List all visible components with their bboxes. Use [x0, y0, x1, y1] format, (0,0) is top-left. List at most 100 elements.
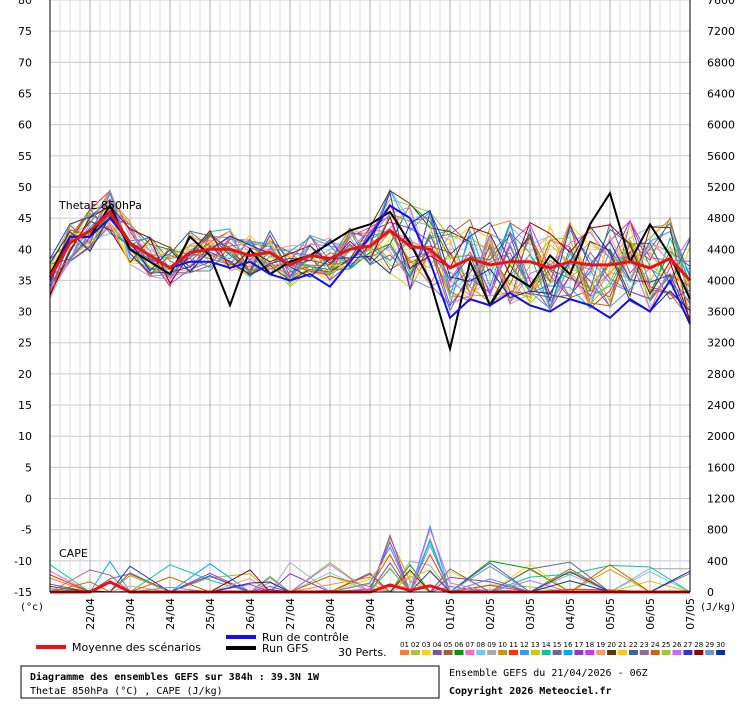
x-tick-label: 23/04 [124, 598, 137, 630]
x-tick-label: 26/04 [244, 598, 257, 630]
x-tick-label: 22/04 [84, 598, 97, 630]
right-tick-label: 4000 [707, 274, 735, 287]
right-tick-label: 6400 [707, 87, 735, 100]
pert-legend-number: 22 [629, 641, 638, 649]
left-tick-label: 55 [18, 150, 32, 163]
right-tick-label: 7600 [707, 0, 735, 7]
series-line [49, 190, 691, 353]
x-tick-label: 05/05 [604, 598, 617, 630]
left-tick-label: 75 [18, 25, 32, 38]
left-tick-label: 70 [18, 56, 32, 69]
pert-legend-swatch [650, 650, 660, 655]
left-tick-label: 10 [18, 430, 32, 443]
pert-legend-number: 27 [683, 641, 692, 649]
right-tick-label: 0 [707, 586, 714, 599]
x-tick-label: 27/04 [284, 598, 297, 630]
pert-legend-number: 14 [542, 641, 551, 649]
pert-legend-number: 05 [444, 641, 453, 649]
pert-legend-number: 11 [509, 641, 518, 649]
left-tick-label: -10 [14, 555, 32, 568]
panel-label-cape: CAPE [59, 547, 88, 560]
pert-legend-number: 13 [531, 641, 540, 649]
pert-legend-swatch [509, 650, 518, 655]
left-tick-label: 65 [18, 87, 32, 100]
right-tick-label: 400 [707, 555, 728, 568]
left-tick-label: 45 [18, 212, 32, 225]
x-tick-label: 30/04 [404, 598, 417, 630]
x-tick-label: 24/04 [164, 598, 177, 630]
footer-subtitle: ThetaE 850hPa (°C) , CAPE (J/kg) [30, 686, 223, 697]
right-tick-label: 2400 [707, 399, 735, 412]
footer-box [20, 665, 440, 699]
pert-legend-number: 20 [607, 641, 616, 649]
pert-legend-swatch [498, 650, 508, 655]
perturbation-line [49, 203, 691, 306]
pert-legend-swatch [607, 650, 617, 655]
pert-legend-number: 15 [553, 641, 562, 649]
pert-legend-number: 09 [487, 641, 496, 649]
pert-legend-swatch [410, 650, 420, 655]
right-tick-label: 6800 [707, 56, 735, 69]
pert-legend-number: 28 [694, 641, 703, 649]
pert-legend-swatch [639, 650, 649, 655]
pert-legend-number: 06 [455, 641, 464, 649]
pert-legend-number: 04 [433, 641, 442, 649]
pert-legend-swatch [716, 650, 726, 655]
pert-legend-number: 01 [400, 641, 409, 649]
right-tick-label: 5200 [707, 181, 735, 194]
legend-mean-label: Moyenne des scénarios [72, 641, 201, 654]
pert-legend-swatch [432, 650, 442, 655]
right-tick-label: 4800 [707, 212, 735, 225]
left-tick-label: 40 [18, 243, 32, 256]
pert-legend-number: 26 [673, 641, 682, 649]
right-tick-label: 6000 [707, 119, 735, 132]
left-tick-label: 0 [25, 493, 32, 506]
left-axis-unit: (°c) [20, 602, 44, 613]
x-tick-label: 29/04 [364, 598, 377, 630]
right-tick-label: 1200 [707, 493, 735, 506]
right-tick-label: 2800 [707, 368, 735, 381]
pert-legend-number: 07 [465, 641, 474, 649]
x-tick-label: 28/04 [324, 598, 337, 630]
pert-legend-number: 19 [596, 641, 605, 649]
left-tick-label: -15 [14, 586, 32, 599]
pert-legend-number: 03 [422, 641, 431, 649]
pert-legend-number: 12 [520, 641, 529, 649]
copyright: Copyright 2026 Meteociel.fr [449, 685, 612, 697]
right-tick-label: 3200 [707, 337, 735, 350]
right-tick-label: 7200 [707, 25, 735, 38]
pert-legend-swatch [585, 650, 595, 655]
pert-legend-number: 30 [716, 641, 725, 649]
left-tick-label: 20 [18, 368, 32, 381]
left-tick-label: 30 [18, 306, 32, 319]
legend-gfs-label: Run GFS [262, 642, 308, 655]
pert-legend-swatch [519, 650, 529, 655]
pert-legend-swatch [705, 650, 715, 655]
pert-legend-swatch [530, 650, 540, 655]
x-tick-label: 03/05 [524, 598, 537, 630]
x-tick-label: 02/05 [484, 598, 497, 630]
x-tick-label: 04/05 [564, 598, 577, 630]
pert-legend-number: 02 [411, 641, 420, 649]
pert-legend-number: 16 [564, 641, 573, 649]
pert-legend-number: 23 [640, 641, 649, 649]
left-tick-label: 15 [18, 399, 32, 412]
pert-legend-swatch [552, 650, 562, 655]
perturbation-line [49, 189, 691, 324]
left-tick-label: 80 [18, 0, 32, 7]
pert-legend-swatch [465, 650, 475, 655]
pert-legend-swatch [661, 650, 671, 655]
pert-legend-swatch [454, 650, 464, 655]
right-tick-label: 4400 [707, 243, 735, 256]
x-tick-label: 01/05 [444, 598, 457, 630]
x-tick-label: 06/05 [644, 598, 657, 630]
pert-legend-swatch [694, 650, 704, 655]
x-tick-label: 25/04 [204, 598, 217, 630]
right-tick-label: 3600 [707, 306, 735, 319]
pert-legend-number: 29 [705, 641, 714, 649]
right-tick-label: 800 [707, 524, 728, 537]
perturbation-line [49, 189, 691, 310]
pert-legend-swatch [443, 650, 453, 655]
left-tick-label: 60 [18, 119, 32, 132]
